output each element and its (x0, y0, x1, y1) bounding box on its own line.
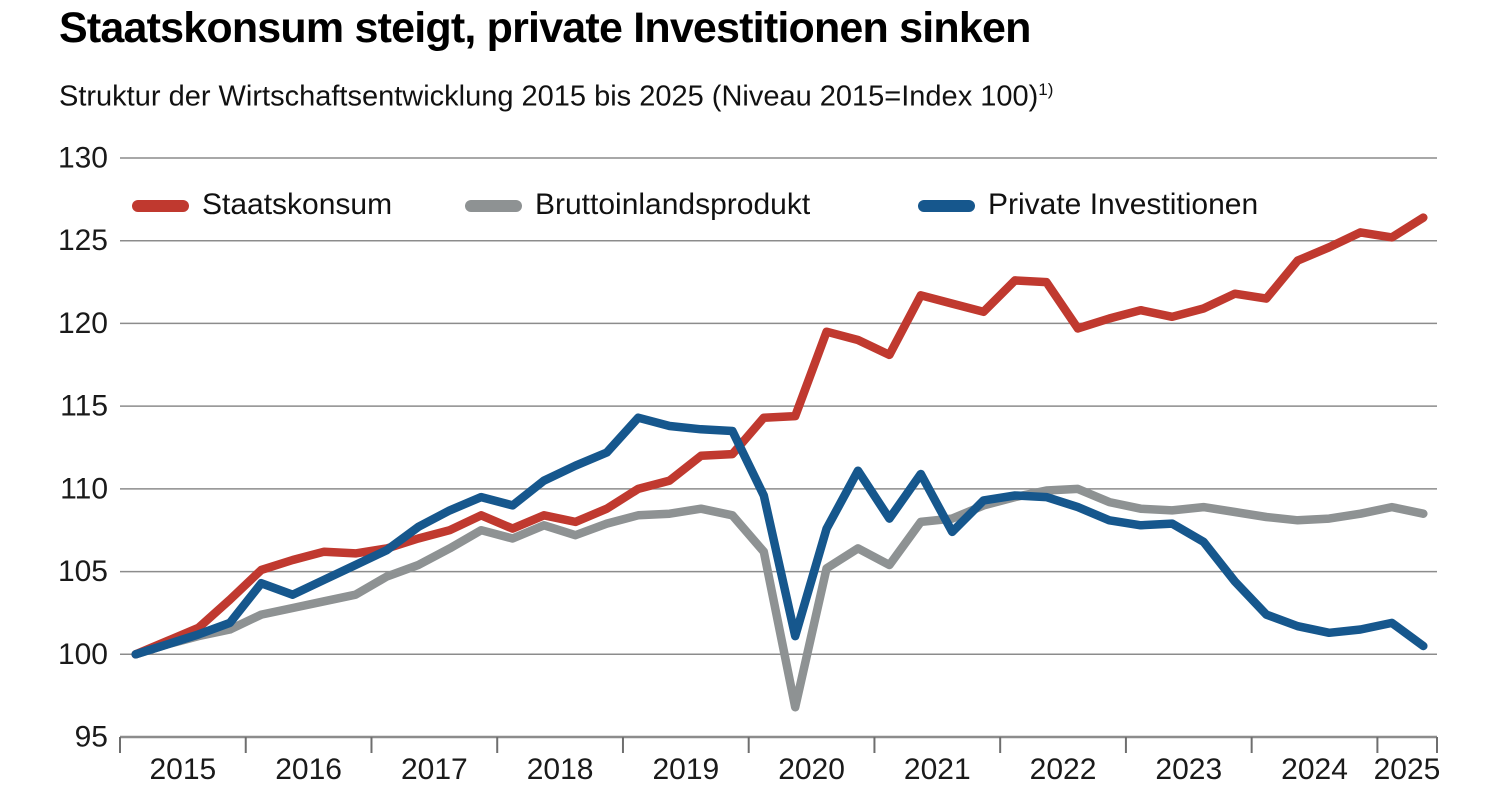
x-tick-label: 2018 (527, 753, 594, 786)
y-tick-label: 125 (58, 224, 108, 257)
x-tick-label: 2017 (401, 753, 468, 786)
legend-swatch-staatskonsum-icon (132, 200, 189, 212)
footnote-marker: 1) (1038, 80, 1054, 99)
x-tick-label: 2023 (1155, 753, 1222, 786)
x-tick-label: 2020 (778, 753, 845, 786)
y-tick-label: 120 (58, 307, 108, 340)
series-line-staatskonsum (131, 213, 1428, 659)
legend-label-private-investitionen: Private Investitionen (988, 188, 1259, 221)
y-tick-label: 130 (58, 142, 108, 175)
legend-label-bruttoinlandsprodukt: Bruttoinlandsprodukt (535, 188, 811, 221)
x-tick-label: 2015 (149, 753, 216, 786)
x-tick-label: 2019 (652, 753, 719, 786)
y-tick-label: 95 (75, 721, 108, 754)
legend-item-staatskonsum: Staatskonsum (132, 188, 392, 222)
y-tick-label: 105 (58, 555, 108, 588)
subtitle-text: Struktur der Wirtschaftsentwicklung 2015… (59, 80, 1039, 113)
y-tick-label: 115 (60, 390, 108, 423)
legend-swatch-bruttoinlandsprodukt-icon (465, 200, 522, 212)
series-line-bruttoinlandsprodukt (131, 484, 1428, 712)
x-tick-label: 2024 (1281, 753, 1348, 786)
x-tick-label: 2025 (1374, 753, 1441, 786)
legend-swatch-private-investitionen-icon (918, 200, 975, 212)
series-line-private-investitionen (131, 413, 1428, 659)
legend-item-private-investitionen: Private Investitionen (918, 188, 1258, 222)
chart-subtitle: Struktur der Wirtschaftsentwicklung 2015… (59, 80, 1053, 114)
x-tick-label: 2022 (1030, 753, 1097, 786)
y-tick-label: 110 (60, 472, 108, 505)
page-title: Staatskonsum steigt, private Investition… (59, 4, 1031, 52)
y-tick-label: 100 (58, 638, 108, 671)
x-tick-label: 2021 (904, 753, 971, 786)
x-tick-label: 2016 (275, 753, 342, 786)
legend-item-bruttoinlandsprodukt: Bruttoinlandsprodukt (465, 188, 810, 222)
legend-label-staatskonsum: Staatskonsum (202, 188, 393, 221)
